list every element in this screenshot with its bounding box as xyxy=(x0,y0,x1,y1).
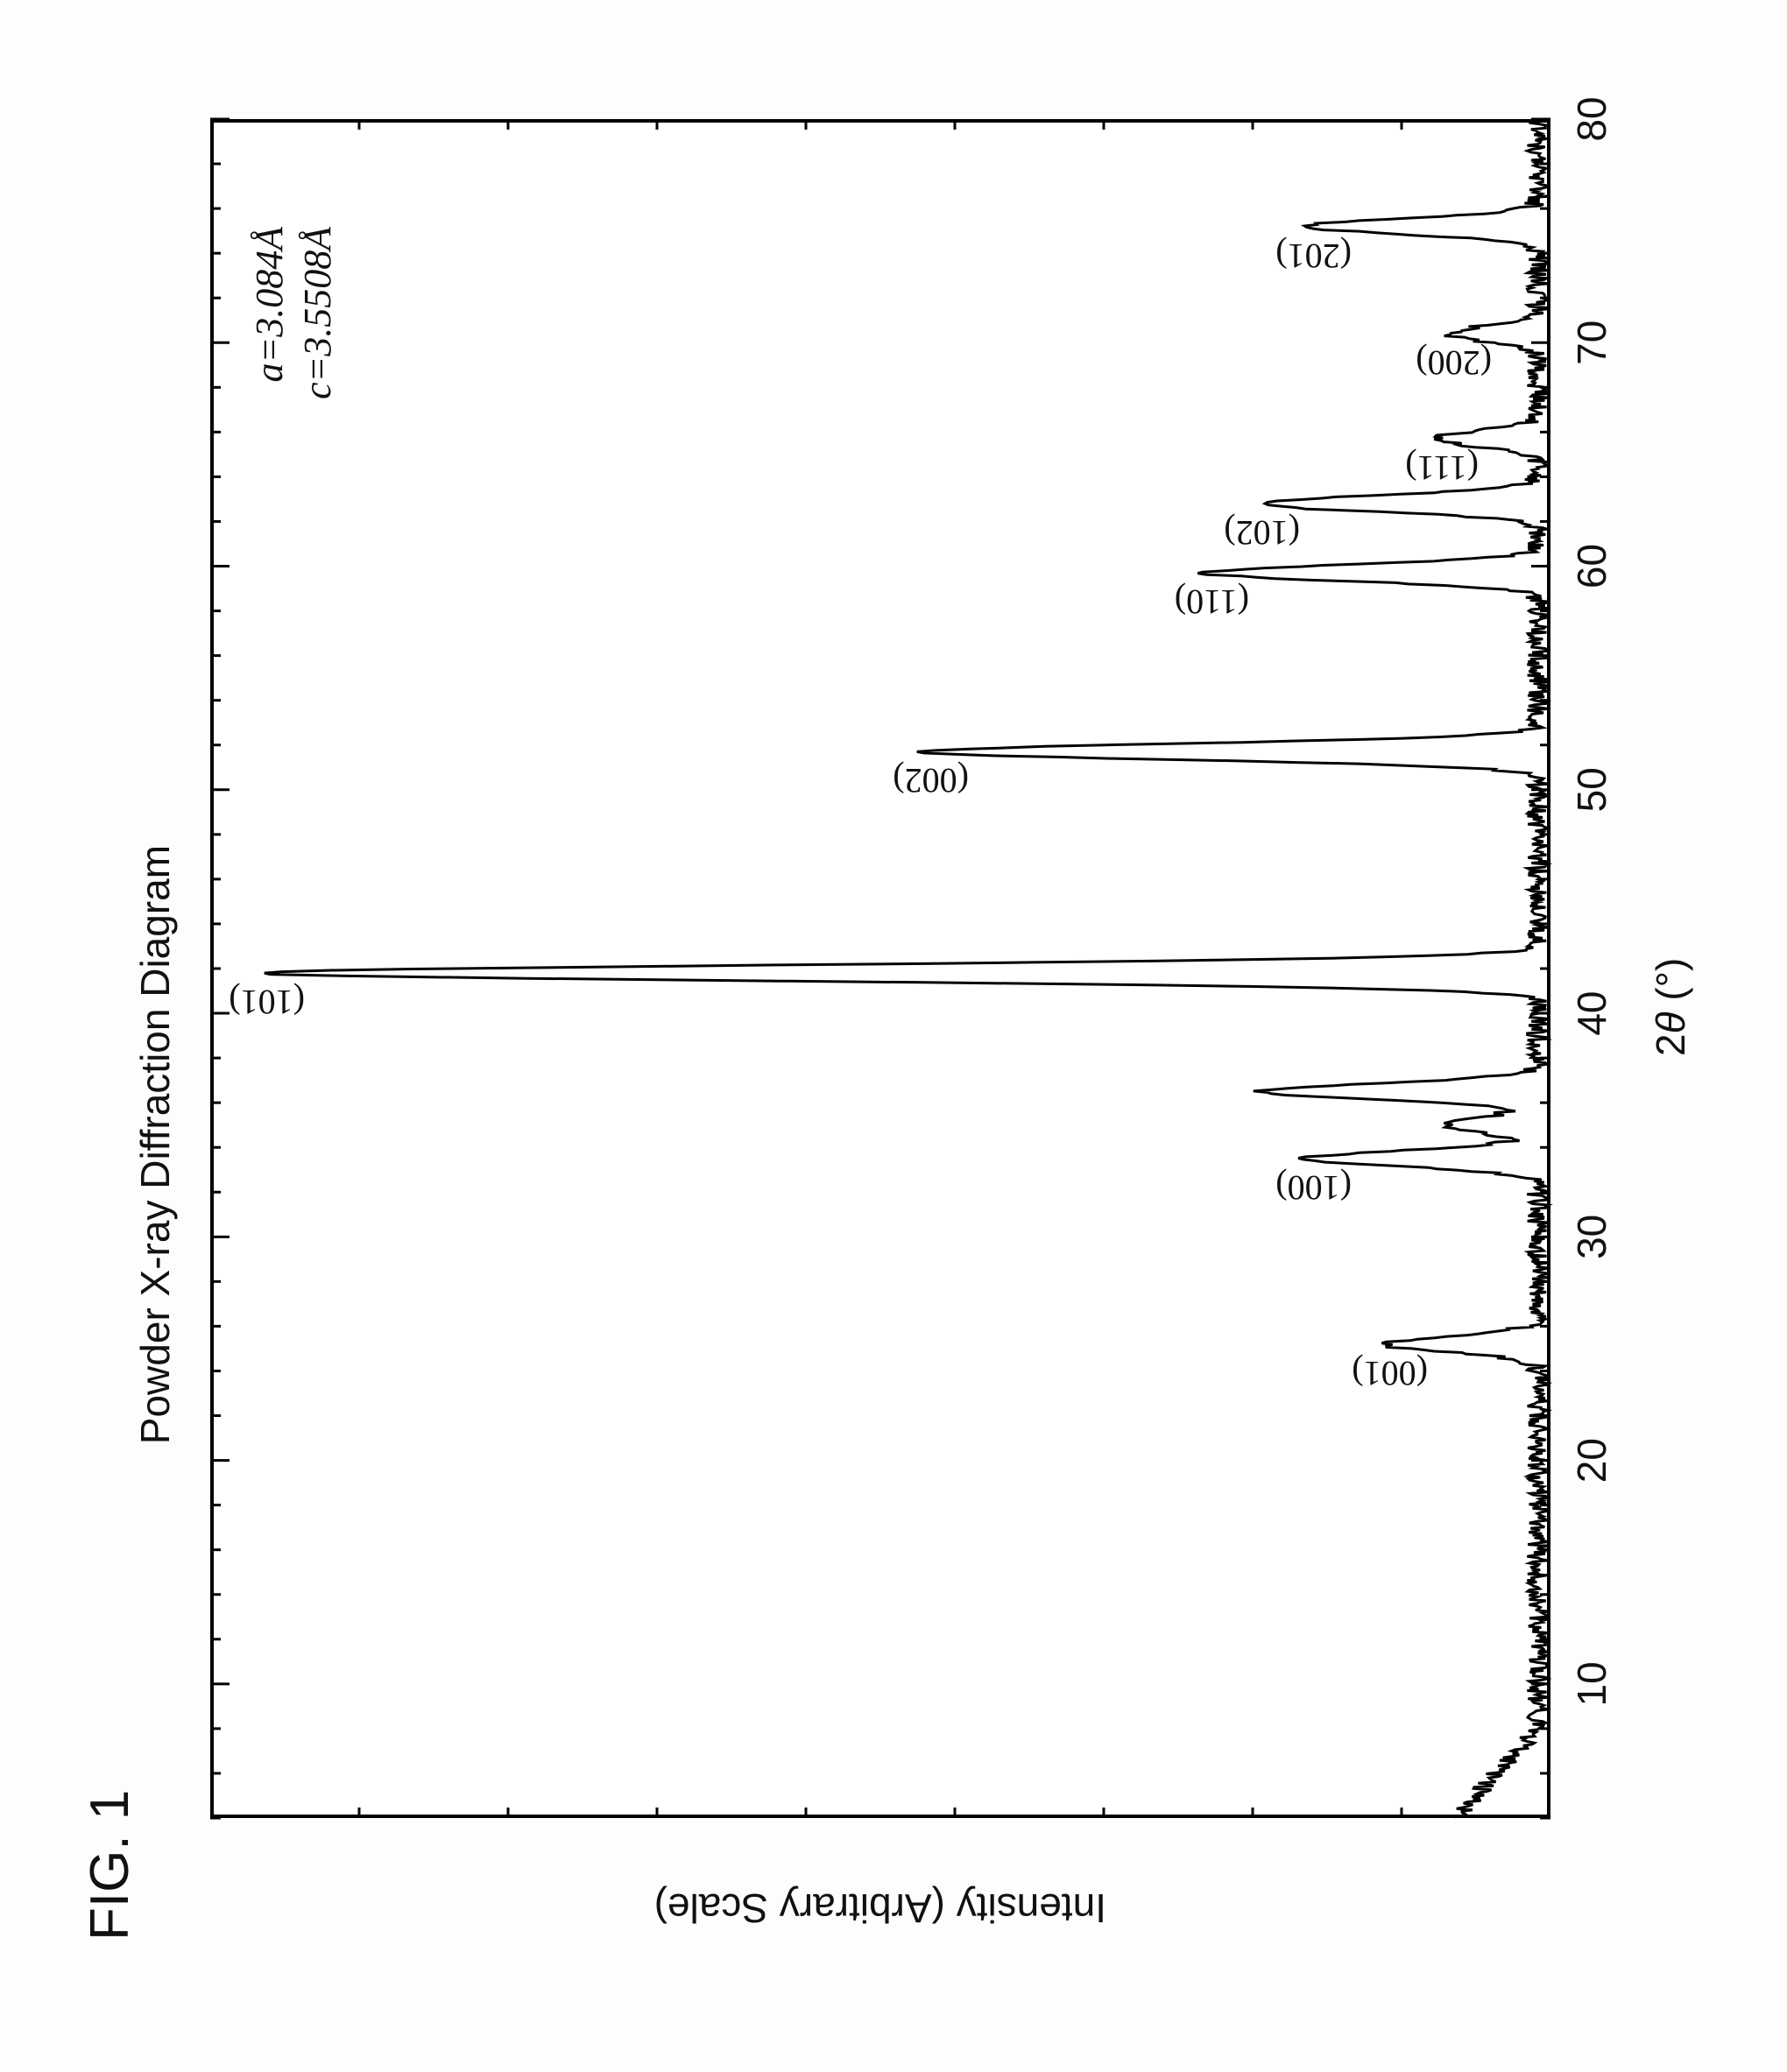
lattice-a: a=3.084Å xyxy=(245,227,293,399)
peak-label: (100) xyxy=(1275,1167,1352,1209)
x-tick: 60 xyxy=(1568,540,1615,593)
peak-label: (102) xyxy=(1225,512,1301,553)
x-tick: 40 xyxy=(1568,987,1615,1040)
y-axis-label: Intensity (Arbitrary Scale) xyxy=(618,1885,1143,1932)
xrd-plot xyxy=(210,119,1550,1818)
peak-label: (110) xyxy=(1175,581,1249,623)
peak-label: (200) xyxy=(1416,342,1492,384)
chart-title: Powder X-ray Diffraction Diagram xyxy=(131,845,179,1444)
figure-number-label: FIG. 1 xyxy=(79,1790,141,1941)
x-tick: 70 xyxy=(1568,316,1615,369)
lattice-c: c=3.5508Å xyxy=(293,227,342,399)
peak-label: (201) xyxy=(1275,236,1352,277)
peak-label: (111) xyxy=(1406,448,1480,489)
lattice-params: a=3.084Å c=3.5508Å xyxy=(245,227,342,399)
x-axis-label: 2θ (°) xyxy=(1647,958,1694,1056)
x-tick: 30 xyxy=(1568,1210,1615,1263)
x-tick: 50 xyxy=(1568,764,1615,816)
x-tick: 80 xyxy=(1568,93,1615,145)
peak-label: (001) xyxy=(1353,1353,1429,1394)
peak-label: (101) xyxy=(229,982,305,1023)
peak-label: (002) xyxy=(893,760,969,801)
x-tick: 10 xyxy=(1568,1658,1615,1710)
x-tick: 20 xyxy=(1568,1434,1615,1487)
